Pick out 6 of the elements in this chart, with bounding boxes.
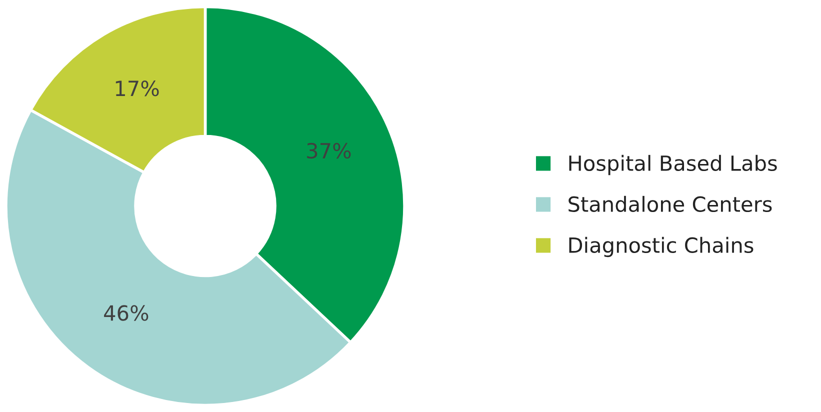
legend-label: Hospital Based Labs [569,154,777,176]
data-label: 37% [307,142,351,159]
legend-label: Diagnostic Chains [569,236,754,258]
legend-label: Standalone Centers [568,196,772,212]
data-label: 46% [104,305,148,321]
data-label: 17% [116,80,159,96]
